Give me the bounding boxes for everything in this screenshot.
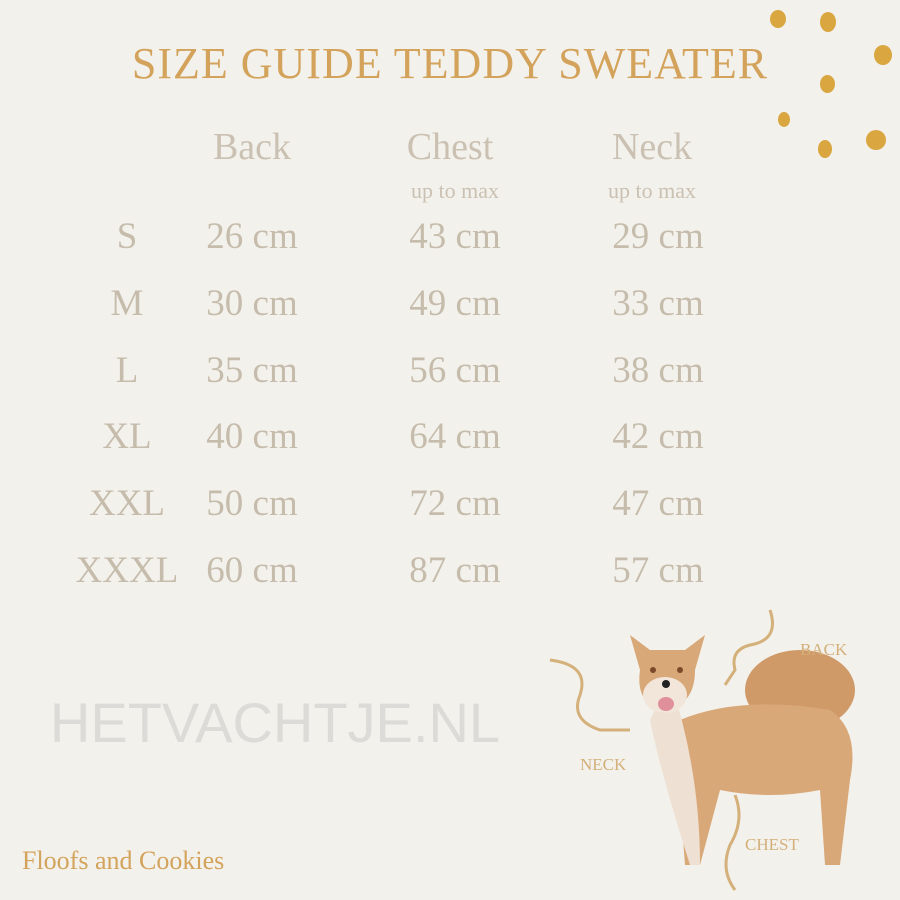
- cell-size: M: [110, 283, 144, 324]
- cell-size: XL: [102, 416, 152, 457]
- label-chest: CHEST: [745, 835, 799, 854]
- brand-name: Floofs and Cookies: [22, 846, 225, 875]
- cell-neck: 33 cm: [612, 283, 704, 324]
- page-title: SIZE GUIDE TEDDY SWEATER: [131, 39, 769, 88]
- dog-illustration: [630, 635, 855, 865]
- cell-back: 50 cm: [206, 483, 298, 524]
- cell-chest: 56 cm: [409, 350, 501, 391]
- cell-chest: 43 cm: [409, 216, 501, 257]
- header-chest: Chest: [406, 126, 494, 168]
- cell-chest: 64 cm: [409, 416, 501, 457]
- cell-back: 30 cm: [206, 283, 298, 324]
- cell-size: XXL: [88, 483, 166, 524]
- cell-neck: 29 cm: [612, 216, 704, 257]
- cell-back: 35 cm: [206, 350, 298, 391]
- cell-chest: 87 cm: [409, 550, 501, 591]
- cell-back: 26 cm: [206, 216, 298, 257]
- cell-size: L: [115, 350, 139, 391]
- cell-chest: 72 cm: [409, 483, 501, 524]
- cell-back: 60 cm: [206, 550, 298, 591]
- neck-arrow-icon: [549, 658, 630, 732]
- header-neck-sub: up to max: [608, 178, 696, 203]
- chest-arrow-icon: [724, 794, 741, 891]
- dog-diagram: BACK NECK CHEST: [549, 609, 855, 891]
- header-back: Back: [212, 126, 292, 168]
- cell-neck: 47 cm: [612, 483, 704, 524]
- cell-back: 40 cm: [206, 416, 298, 457]
- cell-neck: 57 cm: [612, 550, 704, 591]
- label-neck: NECK: [580, 755, 627, 774]
- cell-size: XXXL: [75, 550, 179, 591]
- cell-neck: 42 cm: [612, 416, 704, 457]
- watermark: HETVACHTJE.NL: [49, 691, 501, 754]
- cell-neck: 38 cm: [612, 350, 704, 391]
- header-chest-sub: up to max: [411, 178, 499, 203]
- back-arrow-icon: [723, 609, 774, 686]
- label-back: BACK: [800, 640, 848, 659]
- cell-chest: 49 cm: [409, 283, 501, 324]
- cell-size: S: [116, 216, 138, 257]
- header-neck: Neck: [611, 126, 693, 168]
